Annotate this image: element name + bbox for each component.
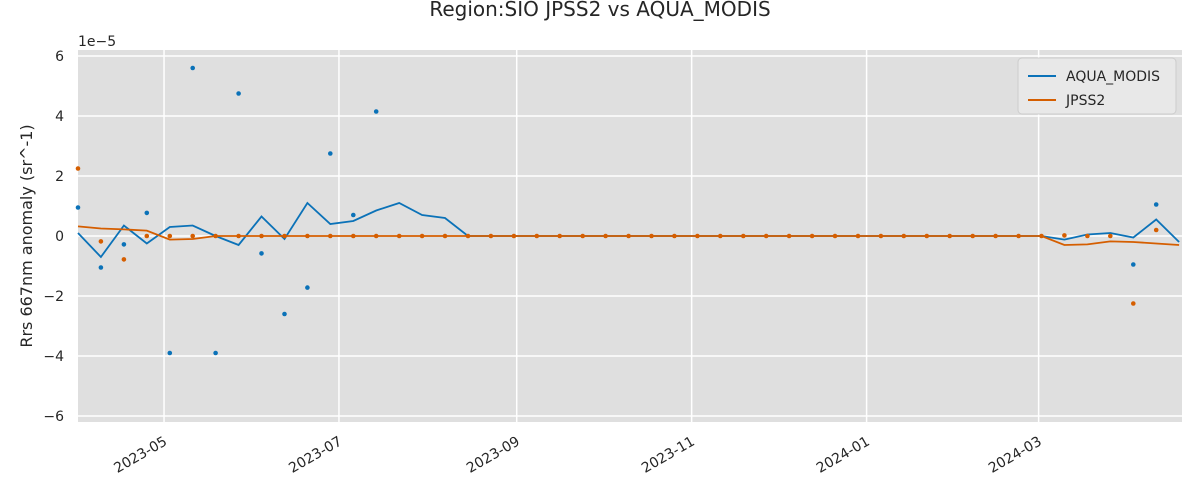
x-tick-label: 2024-03	[986, 434, 1045, 477]
data-point	[855, 233, 861, 239]
chart-title: Region:SIO JPSS2 vs AQUA_MODIS	[429, 0, 770, 21]
y-axis: −6 −4 −2 0 2 4 6	[43, 49, 64, 425]
x-tick-label: 2023-07	[286, 434, 345, 477]
data-point	[282, 311, 287, 317]
y-tick-label: 0	[55, 229, 64, 245]
y-axis-label: Rrs 667nm anomaly (sr^-1)	[17, 124, 36, 347]
x-axis: 2023-05 2023-07 2023-09 2023-11 2024-01 2024-…	[111, 434, 1044, 477]
data-point	[763, 233, 769, 239]
data-point	[121, 242, 127, 247]
data-point	[259, 251, 264, 256]
data-point	[190, 65, 195, 71]
x-tick-label: 2023-11	[639, 434, 698, 477]
data-point	[534, 233, 540, 239]
y-offset-label: 1e−5	[78, 34, 116, 50]
series-jpss2	[75, 166, 1180, 306]
y-tick-label: −2	[43, 289, 64, 305]
data-point	[557, 233, 562, 239]
data-point	[167, 350, 173, 356]
data-point	[993, 233, 998, 239]
data-point	[259, 233, 264, 239]
data-point	[282, 233, 287, 239]
x-tick-label: 2023-05	[111, 434, 170, 477]
data-point	[970, 233, 975, 239]
data-point	[1016, 233, 1021, 239]
data-point	[305, 285, 310, 290]
data-point	[236, 91, 241, 96]
data-point	[213, 233, 218, 239]
data-point	[144, 233, 150, 239]
data-point	[75, 166, 81, 171]
data-point	[328, 151, 333, 156]
data-point	[98, 265, 104, 270]
legend-box	[1017, 57, 1177, 115]
data-point	[488, 233, 494, 239]
data-point	[373, 109, 379, 114]
data-point	[511, 233, 517, 239]
x-tick-label: 2023-09	[464, 434, 523, 477]
data-point	[167, 233, 173, 239]
y-tick-label: −4	[43, 349, 64, 365]
data-point	[1153, 202, 1159, 207]
data-point	[809, 233, 815, 239]
data-point	[305, 233, 310, 239]
y-tick-label: 2	[55, 169, 64, 185]
data-point	[1062, 233, 1067, 238]
data-point	[213, 350, 218, 356]
data-point	[718, 233, 723, 239]
data-point	[396, 233, 402, 239]
data-point	[580, 233, 585, 239]
data-point	[98, 239, 104, 244]
data-point	[121, 257, 127, 262]
data-point	[190, 233, 195, 239]
legend-label: AQUA_MODIS	[1066, 69, 1160, 85]
y-tick-label: −6	[43, 409, 64, 425]
data-point	[144, 210, 150, 216]
data-point	[75, 205, 81, 210]
data-point	[351, 233, 356, 239]
data-point	[465, 233, 471, 239]
y-tick-label: 4	[55, 109, 64, 125]
data-point	[878, 233, 884, 239]
x-tick-label: 2024-01	[814, 434, 873, 477]
data-point	[672, 233, 677, 239]
data-point	[924, 233, 930, 239]
data-point	[351, 212, 356, 218]
data-point	[626, 233, 631, 239]
data-point	[901, 233, 907, 239]
data-point	[419, 233, 425, 239]
y-tick-label: 6	[55, 49, 64, 65]
data-point	[947, 233, 952, 239]
data-point	[236, 233, 241, 239]
data-point	[603, 233, 608, 239]
data-point	[1039, 233, 1044, 239]
data-point	[695, 233, 700, 239]
data-point	[1131, 262, 1136, 267]
data-point	[786, 233, 792, 239]
data-point	[649, 233, 654, 239]
data-point	[442, 233, 448, 239]
legend-label: JPSS2	[1065, 93, 1105, 109]
legend: AQUA_MODIS JPSS2	[1017, 57, 1177, 115]
data-point	[373, 233, 379, 239]
data-point	[832, 233, 838, 239]
data-point	[1153, 227, 1159, 233]
data-point	[1131, 301, 1136, 306]
data-point	[328, 233, 333, 239]
series-layer	[75, 65, 1180, 356]
data-point	[1108, 233, 1113, 239]
data-point	[1085, 233, 1090, 239]
data-point	[741, 233, 746, 239]
